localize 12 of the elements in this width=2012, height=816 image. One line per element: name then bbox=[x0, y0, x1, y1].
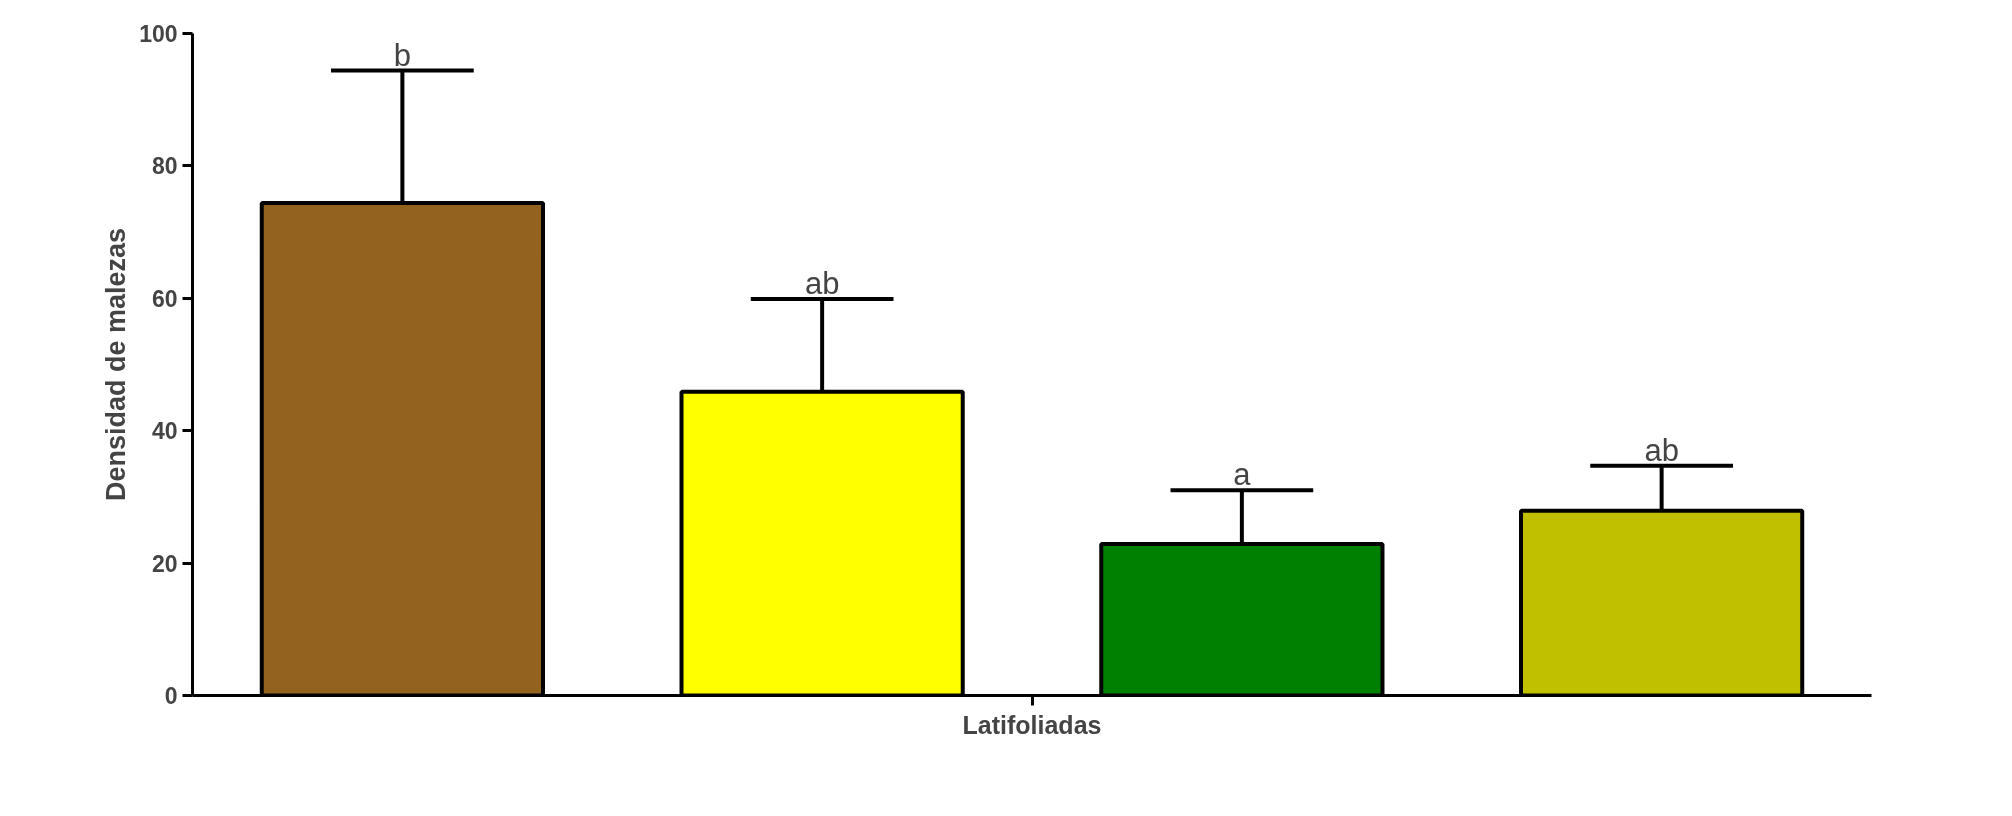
y-tick-label: 60 bbox=[151, 285, 178, 312]
annotation: a bbox=[1233, 457, 1252, 493]
y-tick-label: 100 bbox=[139, 21, 178, 47]
y-tick-label: 0 bbox=[164, 683, 178, 709]
annotation: ab bbox=[1644, 432, 1679, 468]
y-tick-label: 80 bbox=[151, 153, 178, 180]
y-axis-title: Densidad de malezas bbox=[101, 227, 132, 502]
x-tick-label: Latifoliadas bbox=[962, 710, 1102, 739]
y-tick-label: 40 bbox=[151, 418, 178, 445]
y-tick-label: 20 bbox=[151, 550, 178, 577]
annotation: ab bbox=[804, 265, 840, 301]
annotation: b bbox=[393, 37, 411, 73]
